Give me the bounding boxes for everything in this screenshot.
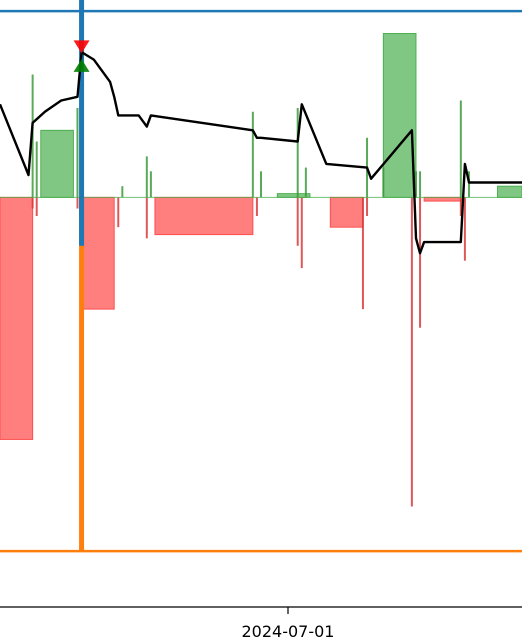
spikes-layer (0, 74, 522, 507)
negative-bar (329, 196, 364, 228)
positive-bar (40, 129, 74, 198)
negative-bar (0, 196, 34, 440)
negative-bar (423, 196, 462, 202)
price-line (0, 50, 522, 255)
bars-layer (0, 33, 522, 440)
buy-marker (73, 59, 90, 72)
x-axis: 2024-07-01 (0, 606, 522, 641)
markers-layer (73, 40, 90, 72)
price-line-layer (0, 50, 522, 255)
sell-marker (73, 40, 90, 54)
x-tick-label: 2024-07-01 (242, 622, 335, 641)
negative-bar (154, 196, 254, 236)
positive-bar (497, 185, 522, 198)
positive-bar (382, 33, 417, 198)
negative-bar (81, 196, 115, 310)
